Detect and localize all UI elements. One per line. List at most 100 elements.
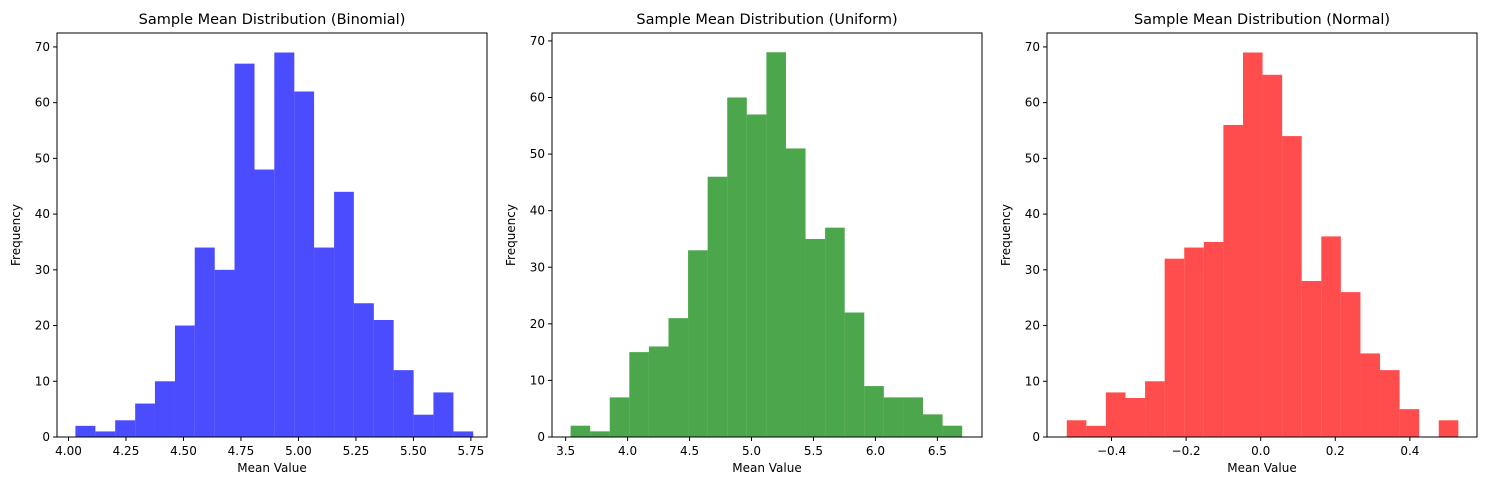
y-tick-label: 60 xyxy=(35,96,50,110)
histogram-bars xyxy=(570,52,963,437)
x-tick-label: 4.75 xyxy=(228,444,255,458)
histogram-bar xyxy=(274,52,295,437)
x-tick-label: 3.5 xyxy=(556,444,575,458)
histogram-bar xyxy=(453,431,474,437)
histogram-bar xyxy=(1184,247,1204,437)
histogram-bar xyxy=(174,325,195,437)
x-tick-label: 0.2 xyxy=(1326,444,1345,458)
x-axis-ticks: 3.5 4.0 4.5 5.0 5.5 6.0 6.5 xyxy=(556,437,947,458)
histogram-bar xyxy=(1145,381,1165,437)
y-axis-ticks: 0 10 20 30 40 50 60 70 xyxy=(1025,40,1047,444)
histogram-bar xyxy=(234,63,255,437)
histogram-bar xyxy=(1282,136,1302,437)
histogram-bar xyxy=(629,352,649,437)
x-tick-label: 5.50 xyxy=(400,444,427,458)
histogram-bar xyxy=(1399,409,1420,437)
axes-frame xyxy=(56,32,488,438)
histogram-bar xyxy=(314,247,335,437)
x-tick-label: 5.25 xyxy=(343,444,370,458)
y-axis-label: Frequency xyxy=(504,204,518,266)
histogram-bar xyxy=(707,176,728,437)
chart-title: Sample Mean Distribution (Uniform) xyxy=(636,12,897,28)
histogram-bars xyxy=(75,52,474,437)
histogram-bar xyxy=(1360,353,1381,437)
y-tick-label: 10 xyxy=(35,374,50,388)
histogram-bar xyxy=(942,425,963,437)
histogram-bar xyxy=(1301,280,1322,437)
y-axis-label: Frequency xyxy=(999,204,1013,266)
histogram-bar xyxy=(785,148,806,437)
histogram-bar xyxy=(135,403,155,437)
histogram-bar xyxy=(746,114,767,437)
histogram-bar xyxy=(393,370,414,437)
chart-panel-2: 3.5 4.0 4.5 5.0 5.5 6.0 6.5 0 10 20 30 40 50 60 70 Samp… xyxy=(504,12,983,475)
histogram-bar xyxy=(95,431,116,437)
histogram-bar xyxy=(413,414,434,437)
histogram-bar xyxy=(1105,392,1126,437)
y-tick-label: 40 xyxy=(35,207,50,221)
histogram-bar xyxy=(194,247,215,437)
x-tick-label: 5.75 xyxy=(458,444,485,458)
x-tick-label: −0.2 xyxy=(1172,444,1201,458)
y-tick-label: 30 xyxy=(530,260,545,274)
histogram-bar xyxy=(864,386,884,437)
histogram-bar xyxy=(1242,52,1263,437)
histogram-bar xyxy=(1164,258,1185,437)
y-axis-label: Frequency xyxy=(9,204,23,266)
y-tick-label: 70 xyxy=(530,34,545,48)
y-tick-label: 40 xyxy=(530,204,545,218)
axes-frame xyxy=(1046,32,1478,438)
x-axis-label: Mean Value xyxy=(1227,461,1296,475)
histogram-bar xyxy=(923,414,943,437)
histogram-bar xyxy=(1380,370,1400,437)
histogram-bar xyxy=(727,97,747,437)
histogram-bar xyxy=(903,397,924,437)
histogram-bar xyxy=(1066,420,1087,437)
histogram-bar xyxy=(590,431,610,437)
y-tick-label: 50 xyxy=(530,147,545,161)
x-tick-label: 5.0 xyxy=(742,444,761,458)
x-tick-label: 6.5 xyxy=(928,444,947,458)
histogram-bar xyxy=(609,397,630,437)
histogram-bar xyxy=(154,381,175,437)
histogram-bar xyxy=(1203,241,1224,437)
y-tick-label: 0 xyxy=(537,430,545,444)
histogram-bar xyxy=(766,52,786,437)
y-tick-label: 60 xyxy=(1025,96,1040,110)
axes-frame xyxy=(551,32,983,438)
histogram-bar xyxy=(1340,292,1361,437)
x-tick-label: −0.4 xyxy=(1097,444,1126,458)
y-tick-label: 50 xyxy=(1025,151,1040,165)
histogram-bar xyxy=(214,269,235,437)
x-tick-label: 4.50 xyxy=(170,444,197,458)
x-axis-ticks: −0.4 −0.2 0.0 0.2 0.4 xyxy=(1097,437,1419,458)
y-axis-ticks: 0 10 20 30 40 50 60 70 xyxy=(35,40,57,444)
histogram-bar xyxy=(1438,420,1459,437)
y-tick-label: 70 xyxy=(1025,40,1040,54)
histogram-bar xyxy=(883,397,904,437)
x-tick-label: 4.00 xyxy=(55,444,82,458)
histogram-bar xyxy=(825,227,845,437)
histogram-bar xyxy=(1125,397,1146,437)
histogram-bar xyxy=(805,238,826,437)
y-tick-label: 40 xyxy=(1025,207,1040,221)
y-tick-label: 20 xyxy=(530,317,545,331)
histogram-bar xyxy=(254,169,275,437)
x-axis-ticks: 4.00 4.25 4.50 4.75 5.00 5.25 5.50 5.75 xyxy=(55,437,484,458)
histogram-bar xyxy=(353,303,374,437)
histogram-bar xyxy=(373,319,394,437)
histogram-bar xyxy=(648,346,669,437)
chart-panel-1: 4.00 4.25 4.50 4.75 5.00 5.25 5.50 5.75 0 10 20 30 4… xyxy=(9,12,488,475)
histogram-bar xyxy=(115,420,136,437)
x-tick-label: 5.5 xyxy=(804,444,823,458)
x-tick-label: 0.0 xyxy=(1251,444,1270,458)
x-axis-label: Mean Value xyxy=(732,461,801,475)
x-tick-label: 4.25 xyxy=(113,444,140,458)
histogram-bar xyxy=(1223,124,1243,437)
histogram-bar xyxy=(668,318,689,437)
y-tick-label: 60 xyxy=(530,91,545,105)
histogram-bar xyxy=(75,425,96,437)
chart-panel-3: −0.4 −0.2 0.0 0.2 0.4 0 10 20 30 40 50 60 70 Sample M… xyxy=(999,12,1478,475)
y-tick-label: 50 xyxy=(35,151,50,165)
